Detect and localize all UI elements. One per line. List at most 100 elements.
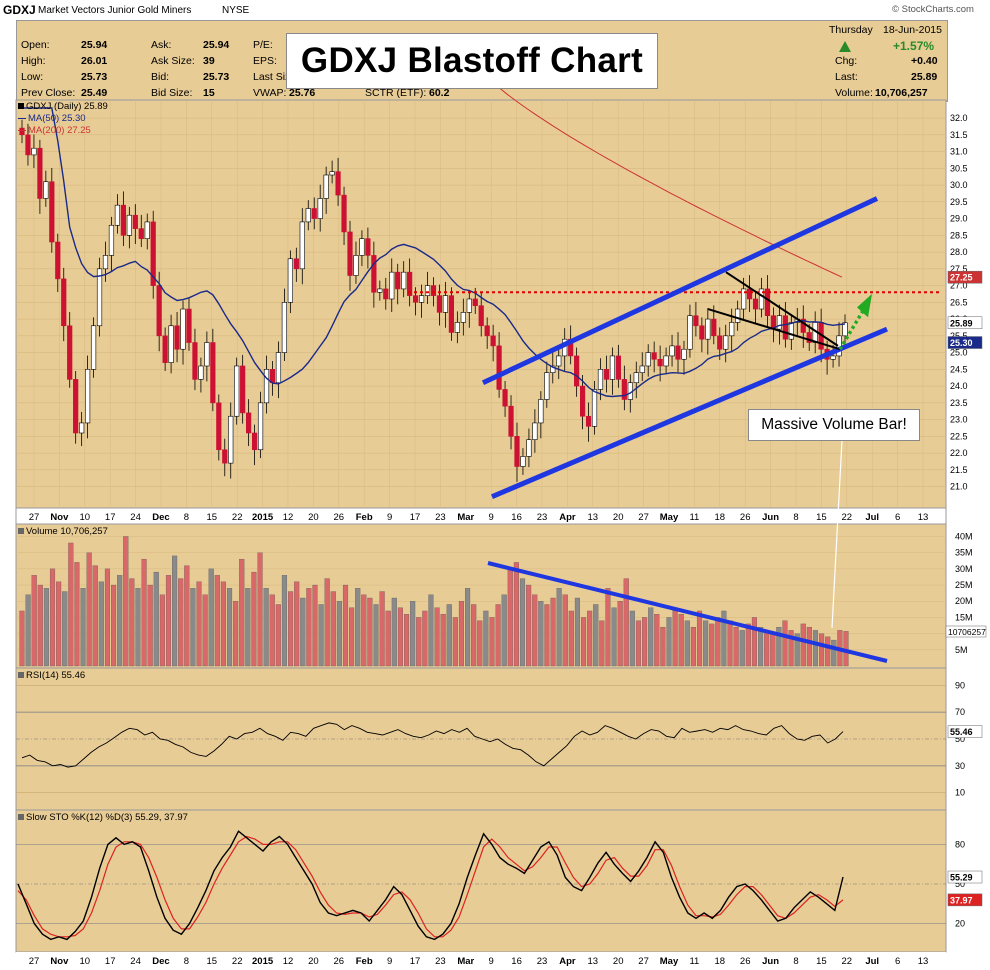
volume-bar <box>147 584 153 667</box>
legend-ma50-line-icon <box>18 117 26 119</box>
candle-body <box>717 335 723 350</box>
bid-size-value: 15 <box>203 87 215 99</box>
volume-bar <box>294 581 300 667</box>
candle-body <box>538 399 544 424</box>
bottom-date-tick-label: 13 <box>588 956 599 967</box>
date-tick-label: Mar <box>457 512 474 523</box>
candle-body <box>418 295 425 303</box>
legend-ma50: MA(50) 25.30 <box>18 113 108 125</box>
volume-bar <box>233 601 239 667</box>
candle-body <box>591 389 598 427</box>
exchange: NYSE <box>222 5 250 16</box>
price-tick-label: 23.0 <box>950 415 968 425</box>
bottom-date-tick-label: Jun <box>762 956 779 967</box>
volume-bar <box>416 617 422 667</box>
price-tick-label: 31.0 <box>950 147 968 157</box>
candle-body <box>347 231 353 276</box>
date: 18-Jun-2015 <box>883 24 942 36</box>
candle-body <box>257 402 264 451</box>
volume-bar <box>184 565 190 667</box>
volume-bar <box>721 610 727 667</box>
candle-body <box>842 322 848 337</box>
candle-body <box>496 345 502 390</box>
ask-value: 25.94 <box>203 39 230 51</box>
volume-last-tag <box>945 625 987 638</box>
ask-label: Ask: <box>151 39 172 51</box>
price-last-tag-label: 25.30 <box>950 338 973 348</box>
volume-tick-label: 5M <box>955 645 968 655</box>
candle-body <box>251 432 258 451</box>
bottom-date-tick-label: Dec <box>152 956 169 967</box>
volume-bar <box>263 588 269 667</box>
candle-body <box>132 214 138 229</box>
date-tick-label: Dec <box>152 512 169 523</box>
date-tick-label: 27 <box>638 512 649 523</box>
volume-last-tag-label: 10706257 <box>948 627 986 637</box>
candle-body <box>532 422 538 440</box>
bottom-date-tick-label: 22 <box>232 956 243 967</box>
candle-body <box>395 271 401 290</box>
rsi-legend-label: RSI(14) 55.46 <box>26 670 86 681</box>
price-tick-label: 25.5 <box>950 331 968 341</box>
volume-bar <box>733 626 739 667</box>
volume-bar <box>635 620 642 667</box>
volume-bar <box>336 601 342 667</box>
volume-bar <box>629 610 635 667</box>
volume-bar <box>214 575 220 667</box>
candle-body <box>657 358 663 367</box>
volume-tick-label: 30M <box>955 564 973 574</box>
volume-bar <box>764 630 770 667</box>
date-tick-label: 17 <box>105 512 116 523</box>
candle-body <box>472 298 478 306</box>
candle-body <box>192 342 198 380</box>
date-tick-label: 15 <box>816 512 827 523</box>
bid-label: Bid: <box>151 71 170 83</box>
candle-body <box>633 372 639 384</box>
open-value: 25.94 <box>81 39 108 51</box>
volume-bar <box>831 639 837 667</box>
volume-bar <box>190 588 196 667</box>
candle-body <box>729 322 735 337</box>
price-last-tag <box>947 316 983 330</box>
candle-body <box>663 355 669 367</box>
prev-close-label: Prev Close: <box>21 87 76 99</box>
sto-k-line <box>17 830 844 941</box>
candle-body <box>490 335 496 347</box>
volume-bar <box>507 568 513 667</box>
annotation-pointer <box>831 439 843 629</box>
volume-bar <box>574 597 580 667</box>
candle-body <box>353 255 359 276</box>
date-tick-label: 24 <box>130 512 141 523</box>
volume-bar <box>312 584 318 667</box>
bottom-date-tick-label: Apr <box>559 956 576 967</box>
candle-body <box>19 127 25 136</box>
rsi-legend-icon <box>18 672 24 678</box>
watermark: © StockCharts.com <box>892 4 974 15</box>
price-tick-label: 27.0 <box>950 281 968 291</box>
rsi-tick-label: 90 <box>955 680 965 690</box>
volume-bar <box>489 617 495 667</box>
volume-bar <box>391 597 397 667</box>
chg-value: +0.40 <box>911 55 938 67</box>
volume-bar <box>776 626 782 667</box>
bottom-date-tick-label: 20 <box>308 956 319 967</box>
volume-bar <box>165 575 172 667</box>
volume-bar <box>587 610 593 667</box>
symbol[interactable]: GDXJ <box>3 3 36 17</box>
volume-bar <box>56 581 62 667</box>
sto-d-last-tag <box>947 893 983 907</box>
price-tick-label: 24.5 <box>950 364 968 374</box>
low-value: 25.73 <box>81 71 108 83</box>
volume-bar <box>117 575 123 667</box>
candle-body <box>156 285 162 337</box>
price-tick-label: 30.0 <box>950 180 968 190</box>
bottom-date-tick-label: 26 <box>740 956 751 967</box>
candle-body <box>90 325 97 370</box>
candle-body <box>466 298 472 313</box>
sto-tick-label: 50 <box>955 879 965 889</box>
volume-bar <box>703 620 709 667</box>
price-last-tag-label: 25.89 <box>950 318 973 328</box>
date-tick-label: 13 <box>588 512 599 523</box>
volume-bar <box>373 604 379 667</box>
date-tick-label: Apr <box>559 512 576 523</box>
